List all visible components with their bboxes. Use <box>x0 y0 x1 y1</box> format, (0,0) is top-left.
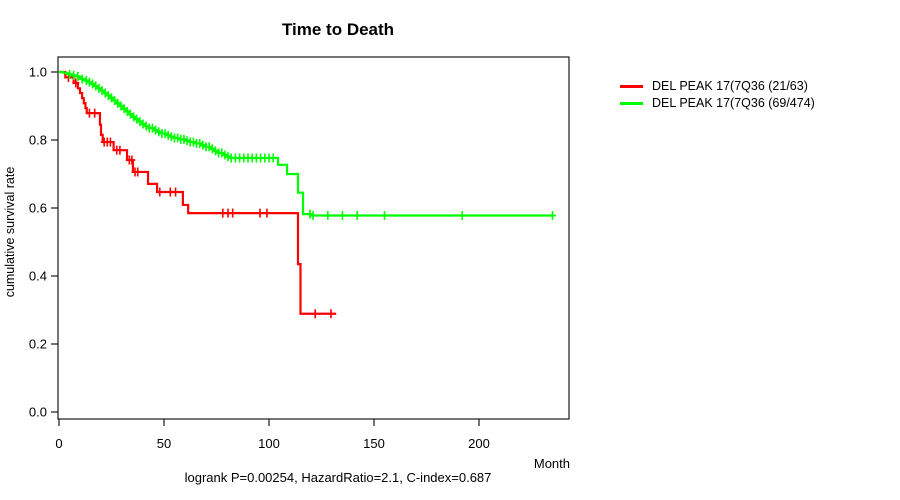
y-tick-label: 0.0 <box>29 405 47 420</box>
legend-item-group2: DEL PEAK 17(7Q36 (69/474) <box>620 95 815 112</box>
x-tick-label: 100 <box>258 436 280 451</box>
x-tick-label: 50 <box>157 436 171 451</box>
y-tick-label: 0.2 <box>29 337 47 352</box>
legend: DEL PEAK 17(7Q36 (21/63) DEL PEAK 17(7Q3… <box>620 78 815 112</box>
legend-swatch-green <box>620 102 643 105</box>
survival-curve-group1 <box>59 70 337 315</box>
x-axis-label: Month <box>533 456 570 471</box>
legend-swatch-red <box>620 85 643 88</box>
y-tick-label: 0.8 <box>29 133 47 148</box>
x-tick-label: 0 <box>55 436 62 451</box>
x-tick-label: 200 <box>468 436 490 451</box>
legend-label-group2: DEL PEAK 17(7Q36 (69/474) <box>652 96 815 110</box>
survival-curve-group2 <box>59 70 555 217</box>
y-tick-label: 1.0 <box>29 65 47 80</box>
chart-title: Time to Death <box>281 20 395 39</box>
plot-box <box>57 56 570 420</box>
x-tick-label: 150 <box>363 436 385 451</box>
legend-item-group1: DEL PEAK 17(7Q36 (21/63) <box>620 78 815 95</box>
stats-annotation: logrank P=0.00254, HazardRatio=2.1, C-in… <box>184 470 492 485</box>
legend-label-group1: DEL PEAK 17(7Q36 (21/63) <box>652 79 808 93</box>
y-tick-label: 0.4 <box>29 269 47 284</box>
y-tick-label: 0.6 <box>29 201 47 216</box>
